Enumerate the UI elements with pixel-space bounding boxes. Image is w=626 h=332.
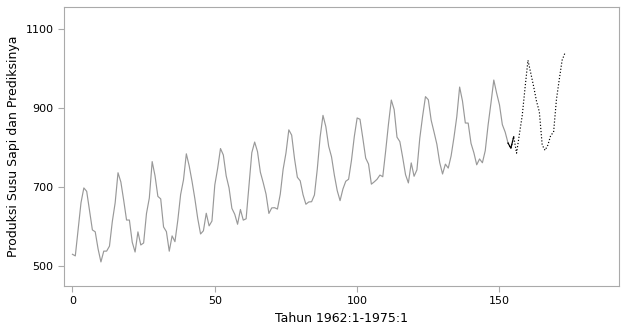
X-axis label: Tahun 1962:1-1975:1: Tahun 1962:1-1975:1 bbox=[275, 312, 408, 325]
Y-axis label: Produksi Susu Sapi dan Prediksinya: Produksi Susu Sapi dan Prediksinya bbox=[7, 36, 20, 257]
